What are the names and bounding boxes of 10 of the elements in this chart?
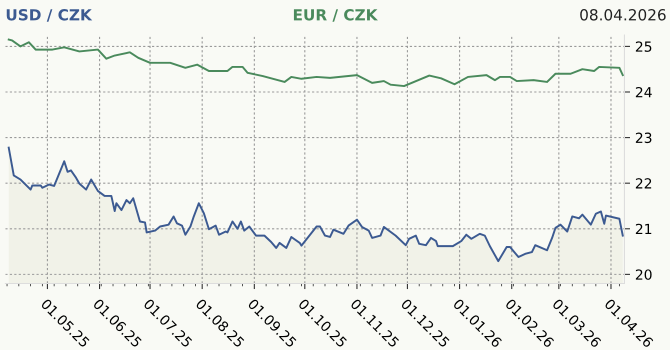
text: USD / CZK [6, 9, 92, 22]
text: EUR / CZK [294, 9, 378, 22]
chart-title: 08.04.2026 [580, 9, 666, 21]
y-tick-label: 20 [636, 269, 652, 280]
y-tick-label: 25 [636, 41, 652, 52]
y-tick-label: 22 [636, 178, 652, 188]
y-tick-label: 21 [636, 224, 652, 234]
y-tick-label: 24 [636, 86, 652, 98]
line-series [8, 38, 624, 88]
y-tick-label: 23 [636, 132, 652, 144]
